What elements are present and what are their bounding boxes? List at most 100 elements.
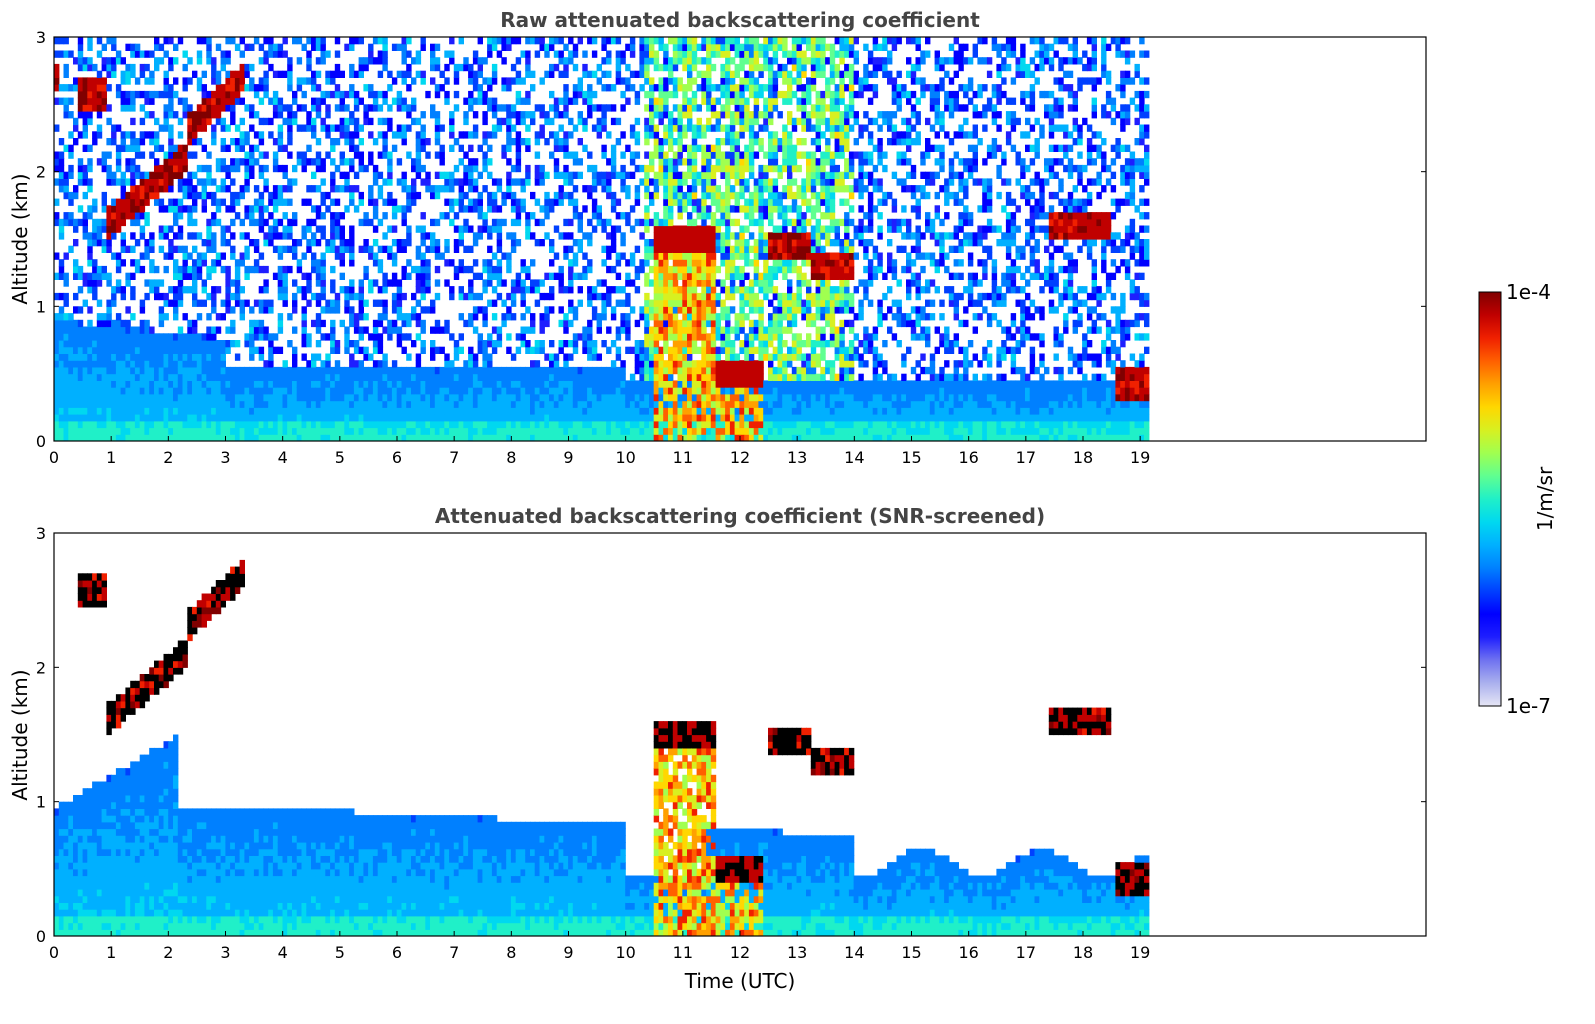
heatmap-cell (125, 366, 131, 375)
heatmap-cell (287, 198, 293, 206)
heatmap-cell (515, 387, 522, 395)
heatmap-cell (677, 380, 683, 388)
heatmap-cell (639, 373, 645, 381)
heatmap-cell (625, 400, 631, 408)
heatmap-cell (363, 366, 369, 375)
heatmap-cell (163, 292, 169, 301)
heatmap-cell (391, 326, 398, 334)
heatmap-cell (272, 434, 279, 441)
heatmap-cell (396, 414, 403, 422)
heatmap-cell (249, 239, 255, 247)
heatmap-cell (58, 346, 65, 354)
heatmap-cell (87, 239, 93, 247)
heatmap-cell (192, 360, 198, 368)
heatmap-cell (187, 286, 193, 294)
heatmap-cell (582, 346, 588, 354)
heatmap-cell (225, 279, 231, 287)
heatmap-cell (596, 292, 602, 301)
heatmap-cell (320, 178, 326, 186)
heatmap-cell (706, 185, 712, 193)
heatmap-cell (401, 104, 407, 112)
heatmap-cell (158, 279, 165, 287)
heatmap-cell (468, 178, 474, 186)
heatmap-cell (287, 340, 293, 348)
heatmap-cell (615, 427, 622, 435)
heatmap-cell (63, 50, 69, 58)
heatmap-cell (134, 366, 141, 375)
heatmap-cell (82, 414, 88, 422)
heatmap-cell (639, 306, 645, 314)
heatmap-cell (134, 218, 141, 227)
heatmap-cell (620, 252, 626, 260)
heatmap-cell (672, 178, 679, 186)
heatmap-cell (658, 164, 664, 173)
heatmap-cell (73, 259, 79, 267)
heatmap-cell (610, 191, 617, 200)
heatmap-cell (268, 360, 274, 368)
heatmap-cell (111, 171, 117, 179)
heatmap-cell (530, 387, 536, 395)
heatmap-cell (649, 151, 655, 159)
heatmap-cell (368, 90, 374, 99)
heatmap-cell (358, 191, 364, 200)
heatmap-cell (68, 346, 74, 354)
heatmap-cell (672, 434, 679, 441)
heatmap-cell (672, 151, 679, 159)
heatmap-cell (677, 265, 683, 274)
heatmap-cell (487, 272, 493, 280)
heatmap-cell (63, 252, 69, 260)
heatmap-cell (525, 366, 531, 375)
heatmap-cell (591, 70, 598, 78)
heatmap-cell (196, 111, 203, 119)
heatmap-cell (144, 63, 150, 72)
heatmap-cell (701, 239, 707, 247)
heatmap-cell (87, 407, 93, 415)
heatmap-cell (487, 144, 493, 152)
heatmap-cell (101, 205, 107, 213)
heatmap-cell (177, 326, 184, 334)
heatmap-cell (149, 171, 155, 179)
heatmap-cell (339, 225, 345, 233)
heatmap-cell (396, 97, 403, 105)
heatmap-cell (534, 380, 541, 388)
heatmap-cell (691, 198, 698, 206)
heatmap-cell (401, 393, 407, 402)
heatmap-cell (325, 50, 331, 58)
heatmap-cell (125, 353, 131, 361)
heatmap-cell (239, 138, 245, 146)
heatmap-cell (249, 306, 255, 314)
heatmap-cell (68, 245, 74, 253)
heatmap-cell (658, 259, 664, 267)
heatmap-cell (339, 252, 345, 260)
heatmap-cell (706, 346, 712, 354)
heatmap-cell (268, 191, 274, 200)
heatmap-cell (177, 245, 184, 253)
heatmap-cell (563, 70, 569, 78)
heatmap-cell (349, 252, 355, 260)
heatmap-cell (282, 185, 288, 193)
heatmap-cell (506, 111, 512, 119)
heatmap-cell (482, 346, 488, 354)
heatmap-cell (225, 434, 231, 441)
heatmap-cell (287, 265, 293, 274)
heatmap-cell (139, 185, 146, 193)
heatmap-cell (696, 212, 702, 220)
heatmap-cell (687, 265, 693, 274)
heatmap-cell (334, 138, 341, 146)
heatmap-cell (387, 104, 393, 112)
heatmap-cell (287, 138, 293, 146)
heatmap-cell (634, 346, 641, 354)
heatmap-cell (458, 191, 464, 200)
heatmap-cell (349, 245, 355, 253)
heatmap-cell (577, 434, 583, 441)
heatmap-cell (144, 407, 150, 415)
heatmap-cell (154, 407, 160, 415)
heatmap-cell (591, 185, 598, 193)
heatmap-cell (434, 191, 441, 200)
heatmap-cell (649, 218, 655, 227)
heatmap-cell (311, 97, 317, 105)
heatmap-cell (444, 420, 450, 429)
heatmap-cell (610, 313, 617, 321)
heatmap-cell (215, 90, 222, 99)
heatmap-cell (663, 420, 669, 429)
